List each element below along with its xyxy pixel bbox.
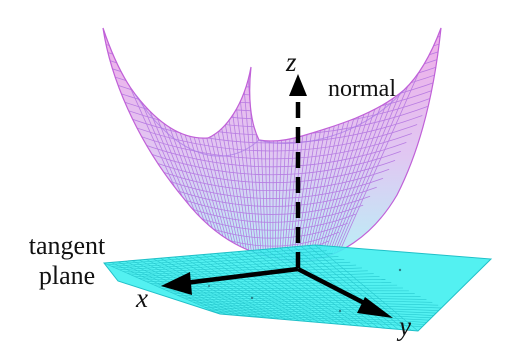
y-axis-label: y [399,311,411,341]
z-axis-label: z [286,47,297,77]
y-axis [296,266,374,310]
paraboloid-surface [102,27,442,263]
tangent-plane [103,244,493,332]
tangent-plane-label: tangent plane [18,231,116,291]
y-axis-arrowhead [357,297,393,318]
normal-label: normal [328,76,396,102]
tangent-label-line2: plane [38,261,96,290]
x-axis [184,266,299,286]
x-axis-arrowhead [161,272,192,295]
x-axis-label: x [136,283,148,313]
plane-speckles [208,268,402,313]
axes [161,74,393,318]
tangent-label-line1: tangent [28,231,106,260]
normal-arrowhead [289,74,307,96]
